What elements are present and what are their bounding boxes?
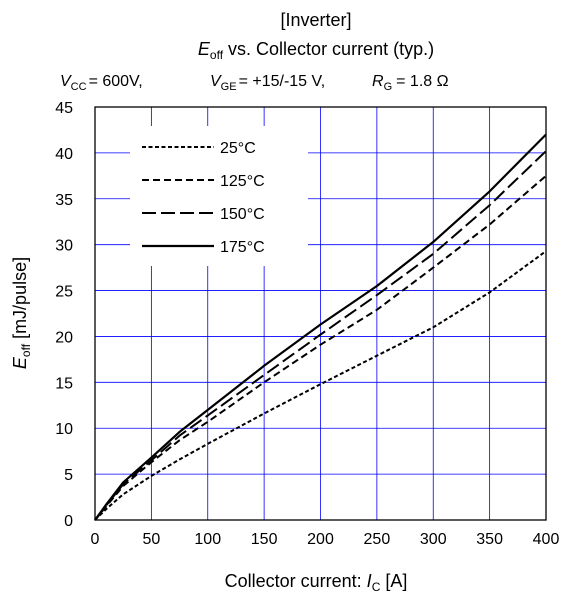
x-label-subscript: C xyxy=(372,580,381,594)
series-line-125c xyxy=(94,175,547,521)
chart-title-line1: [Inverter] xyxy=(280,10,351,30)
x-tick-label: 350 xyxy=(476,531,503,548)
y-label-symbol: E xyxy=(10,356,30,369)
y-tick-label: 10 xyxy=(55,421,73,438)
series-line-25c xyxy=(94,250,547,521)
axis-ticks: 0 50 100 150 200 250 300 350 400 0 5 10 15 20 25 30 35 40… xyxy=(55,100,559,548)
legend-label: 125°C xyxy=(220,173,265,190)
y-label-subscript: off xyxy=(19,343,33,357)
vcc-symbol: V xyxy=(60,73,72,90)
vge-value: = +15/-15 V, xyxy=(239,73,326,90)
condition-vge: VGE = +15/-15 V, xyxy=(210,73,325,93)
legend: 25°C 125°C 150°C 175°C xyxy=(142,140,265,256)
vge-subscript: GE xyxy=(221,81,237,93)
rg-value: = 1.8 Ω xyxy=(396,73,448,90)
rg-symbol: R xyxy=(372,73,384,90)
title-rest: vs. Collector current (typ.) xyxy=(223,39,434,59)
series-line-175c xyxy=(94,133,547,521)
y-label-unit: [mJ/pulse] xyxy=(10,257,30,344)
y-tick-label: 15 xyxy=(55,375,73,392)
y-tick-label: 45 xyxy=(55,100,73,117)
y-tick-label: 5 xyxy=(64,467,73,484)
vcc-value: = 600V, xyxy=(89,73,143,90)
vge-symbol: V xyxy=(210,73,222,90)
y-tick-label: 35 xyxy=(55,192,73,209)
legend-label: 175°C xyxy=(220,239,265,256)
x-tick-label: 50 xyxy=(142,531,160,548)
x-tick-label: 0 xyxy=(91,531,100,548)
x-tick-label: 200 xyxy=(307,531,334,548)
legend-box xyxy=(130,126,308,266)
condition-vcc: VCC = 600V, xyxy=(60,73,143,93)
x-tick-label: 100 xyxy=(194,531,221,548)
y-axis-label: Eoff [mJ/pulse] xyxy=(10,257,33,369)
rg-subscript: G xyxy=(384,81,393,93)
y-tick-label: 30 xyxy=(55,238,73,255)
x-label-symbol: I xyxy=(367,571,372,591)
legend-label: 150°C xyxy=(220,206,265,223)
y-tick-label: 20 xyxy=(55,329,73,346)
title-e-subscript: off xyxy=(210,48,224,62)
y-tick-label: 25 xyxy=(55,284,73,301)
x-label-text: Collector current: xyxy=(225,571,367,591)
x-tick-label: 400 xyxy=(533,531,560,548)
plot-frame xyxy=(94,106,547,521)
vcc-subscript: CC xyxy=(71,81,87,93)
data-series xyxy=(94,133,547,521)
condition-rg: RG = 1.8 Ω xyxy=(372,73,449,93)
chart-title-line2: Eoff vs. Collector current (typ.) xyxy=(198,39,434,62)
y-tick-label: 40 xyxy=(55,146,73,163)
x-axis-label: Collector current: IC [A] xyxy=(225,571,408,594)
title-e-symbol: E xyxy=(198,39,211,59)
x-tick-label: 150 xyxy=(251,531,278,548)
y-tick-label: 0 xyxy=(64,513,73,530)
x-label-unit: [A] xyxy=(380,571,407,591)
x-tick-label: 250 xyxy=(364,531,391,548)
x-tick-label: 300 xyxy=(420,531,447,548)
legend-label: 25°C xyxy=(220,140,256,157)
